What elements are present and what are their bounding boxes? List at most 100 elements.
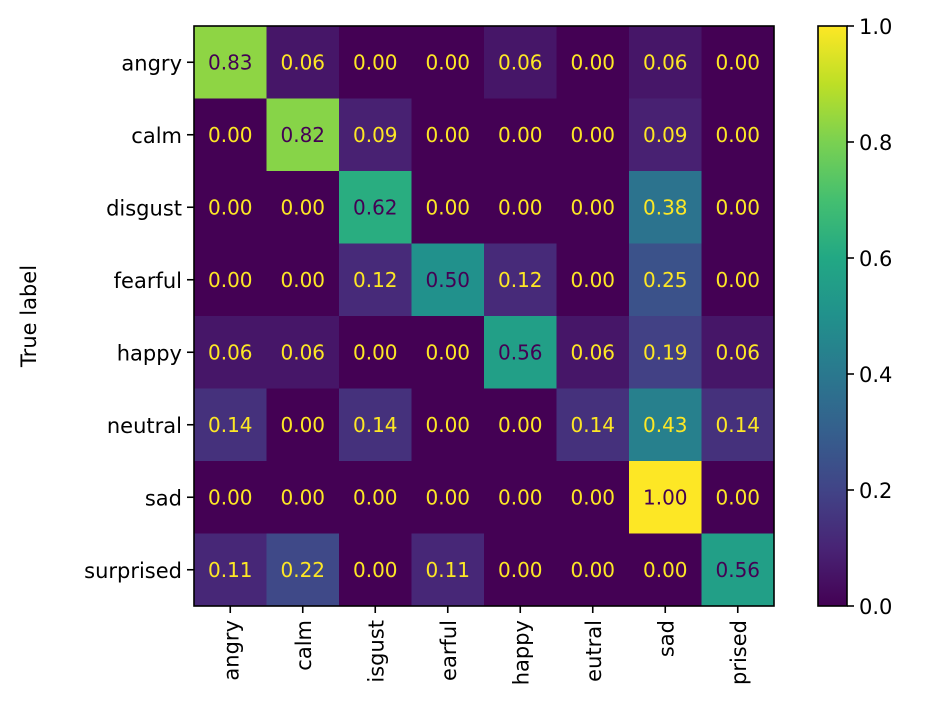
heatmap-cell <box>556 533 630 607</box>
heatmap-cell <box>629 243 702 317</box>
heatmap-cell <box>484 171 557 244</box>
cell-value-label: 0.00 <box>643 558 688 582</box>
heatmap-cell <box>556 461 630 534</box>
cell-value-label: 0.00 <box>353 340 398 364</box>
heatmap-cell <box>339 316 412 389</box>
heatmap-cell <box>194 171 267 244</box>
cell-value-label: 0.22 <box>280 558 325 582</box>
cell-value-label: 0.00 <box>498 413 543 437</box>
heatmap-cell <box>194 98 267 172</box>
heatmap-cell <box>339 533 412 607</box>
cell-value-label: 0.50 <box>425 268 470 292</box>
heatmap-cells <box>194 26 775 607</box>
heatmap-cell <box>266 316 340 389</box>
heatmap-cell <box>484 98 557 172</box>
heatmap-cell <box>556 316 630 389</box>
heatmap-cell <box>484 388 557 462</box>
cell-value-label: 0.00 <box>715 123 760 147</box>
cell-value-label: 0.09 <box>643 123 688 147</box>
cell-value-label: 0.06 <box>208 340 253 364</box>
cell-value-label: 0.00 <box>425 485 470 509</box>
cell-value-label: 0.00 <box>425 195 470 219</box>
cell-value-label: 0.14 <box>715 413 760 437</box>
y-tick-label: sad <box>145 486 182 510</box>
heatmap-cell <box>484 316 557 389</box>
cell-value-label: 0.06 <box>280 340 325 364</box>
cell-value-label: 0.06 <box>280 50 325 74</box>
heatmap-cell <box>484 243 557 317</box>
heatmap-cell <box>411 316 485 389</box>
cell-value-label: 0.00 <box>498 485 543 509</box>
x-tick-label: earful <box>437 620 461 681</box>
heatmap-cell <box>556 98 630 172</box>
cell-value-label: 0.00 <box>208 485 253 509</box>
cell-value-label: 0.12 <box>498 268 543 292</box>
colorbar-tick-label: 0.2 <box>859 479 892 503</box>
heatmap-cell <box>266 243 340 317</box>
cell-value-label: 0.14 <box>353 413 398 437</box>
y-axis-label: True label <box>17 265 41 368</box>
colorbar-tick-label: 1.0 <box>859 15 892 39</box>
heatmap-cell <box>339 461 412 534</box>
cell-value-label: 0.00 <box>570 268 615 292</box>
heatmap-cell <box>266 533 340 607</box>
heatmap-cell <box>629 171 702 244</box>
cell-value-label: 0.00 <box>715 195 760 219</box>
heatmap-cell <box>411 533 485 607</box>
cell-value-label: 0.00 <box>498 558 543 582</box>
y-tick-label: fearful <box>114 269 182 293</box>
x-axis-ticks: angry calm isgust earful happy eutral sad prise… <box>219 606 751 685</box>
heatmap-cell <box>194 243 267 317</box>
cell-value-label: 0.00 <box>498 195 543 219</box>
heatmap-cell <box>339 243 412 317</box>
cell-value-label: 0.19 <box>643 340 688 364</box>
cell-value-label: 0.00 <box>353 558 398 582</box>
cell-value-label: 0.06 <box>498 50 543 74</box>
y-tick-label: happy <box>117 341 182 365</box>
heatmap-value-labels: 0.83 0.06 0.00 0.00 0.06 0.00 0.06 0.00 0.00 0.82… <box>208 50 760 582</box>
heatmap-cell <box>194 26 267 99</box>
heatmap-cell <box>701 171 775 244</box>
cell-value-label: 0.11 <box>208 558 253 582</box>
cell-value-label: 0.83 <box>208 50 253 74</box>
x-tick-label: sad <box>654 620 678 657</box>
colorbar-tick-label: 0.6 <box>859 247 892 271</box>
cell-value-label: 0.00 <box>498 123 543 147</box>
heatmap-cell <box>629 533 702 607</box>
heatmap-cell <box>556 243 630 317</box>
x-tick-label: isgust <box>364 620 388 683</box>
heatmap-cell <box>266 98 340 172</box>
cell-value-label: 0.00 <box>570 123 615 147</box>
cell-value-label: 0.00 <box>425 123 470 147</box>
heatmap-cell <box>701 243 775 317</box>
heatmap-cell <box>484 26 557 99</box>
cell-value-label: 0.14 <box>570 413 615 437</box>
cell-value-label: 0.38 <box>643 195 688 219</box>
x-tick-label: happy <box>509 620 533 685</box>
heatmap-cell <box>411 98 485 172</box>
cell-value-label: 0.00 <box>280 195 325 219</box>
heatmap-cell <box>556 388 630 462</box>
y-tick-label: disgust <box>106 196 182 220</box>
heatmap-cell <box>339 171 412 244</box>
x-tick-label: prised <box>727 620 751 685</box>
y-tick-label: angry <box>121 51 182 75</box>
heatmap-cell <box>556 26 630 99</box>
heatmap-cell <box>266 461 340 534</box>
heatmap-cell <box>484 533 557 607</box>
heatmap-cell <box>411 171 485 244</box>
heatmap-cell <box>629 26 702 99</box>
heatmap-cell <box>194 533 267 607</box>
heatmap-cell <box>194 388 267 462</box>
heatmap-cell <box>266 26 340 99</box>
cell-value-label: 0.00 <box>570 195 615 219</box>
heatmap-cell <box>266 388 340 462</box>
cell-value-label: 0.00 <box>715 485 760 509</box>
colorbar: 0.0 0.2 0.4 0.6 0.8 1.0 <box>817 15 892 619</box>
cell-value-label: 0.00 <box>570 558 615 582</box>
cell-value-label: 0.09 <box>353 123 398 147</box>
cell-value-label: 0.00 <box>280 485 325 509</box>
cell-value-label: 0.00 <box>280 413 325 437</box>
heatmap-cell <box>484 461 557 534</box>
colorbar-tick-label: 0.8 <box>859 131 892 155</box>
